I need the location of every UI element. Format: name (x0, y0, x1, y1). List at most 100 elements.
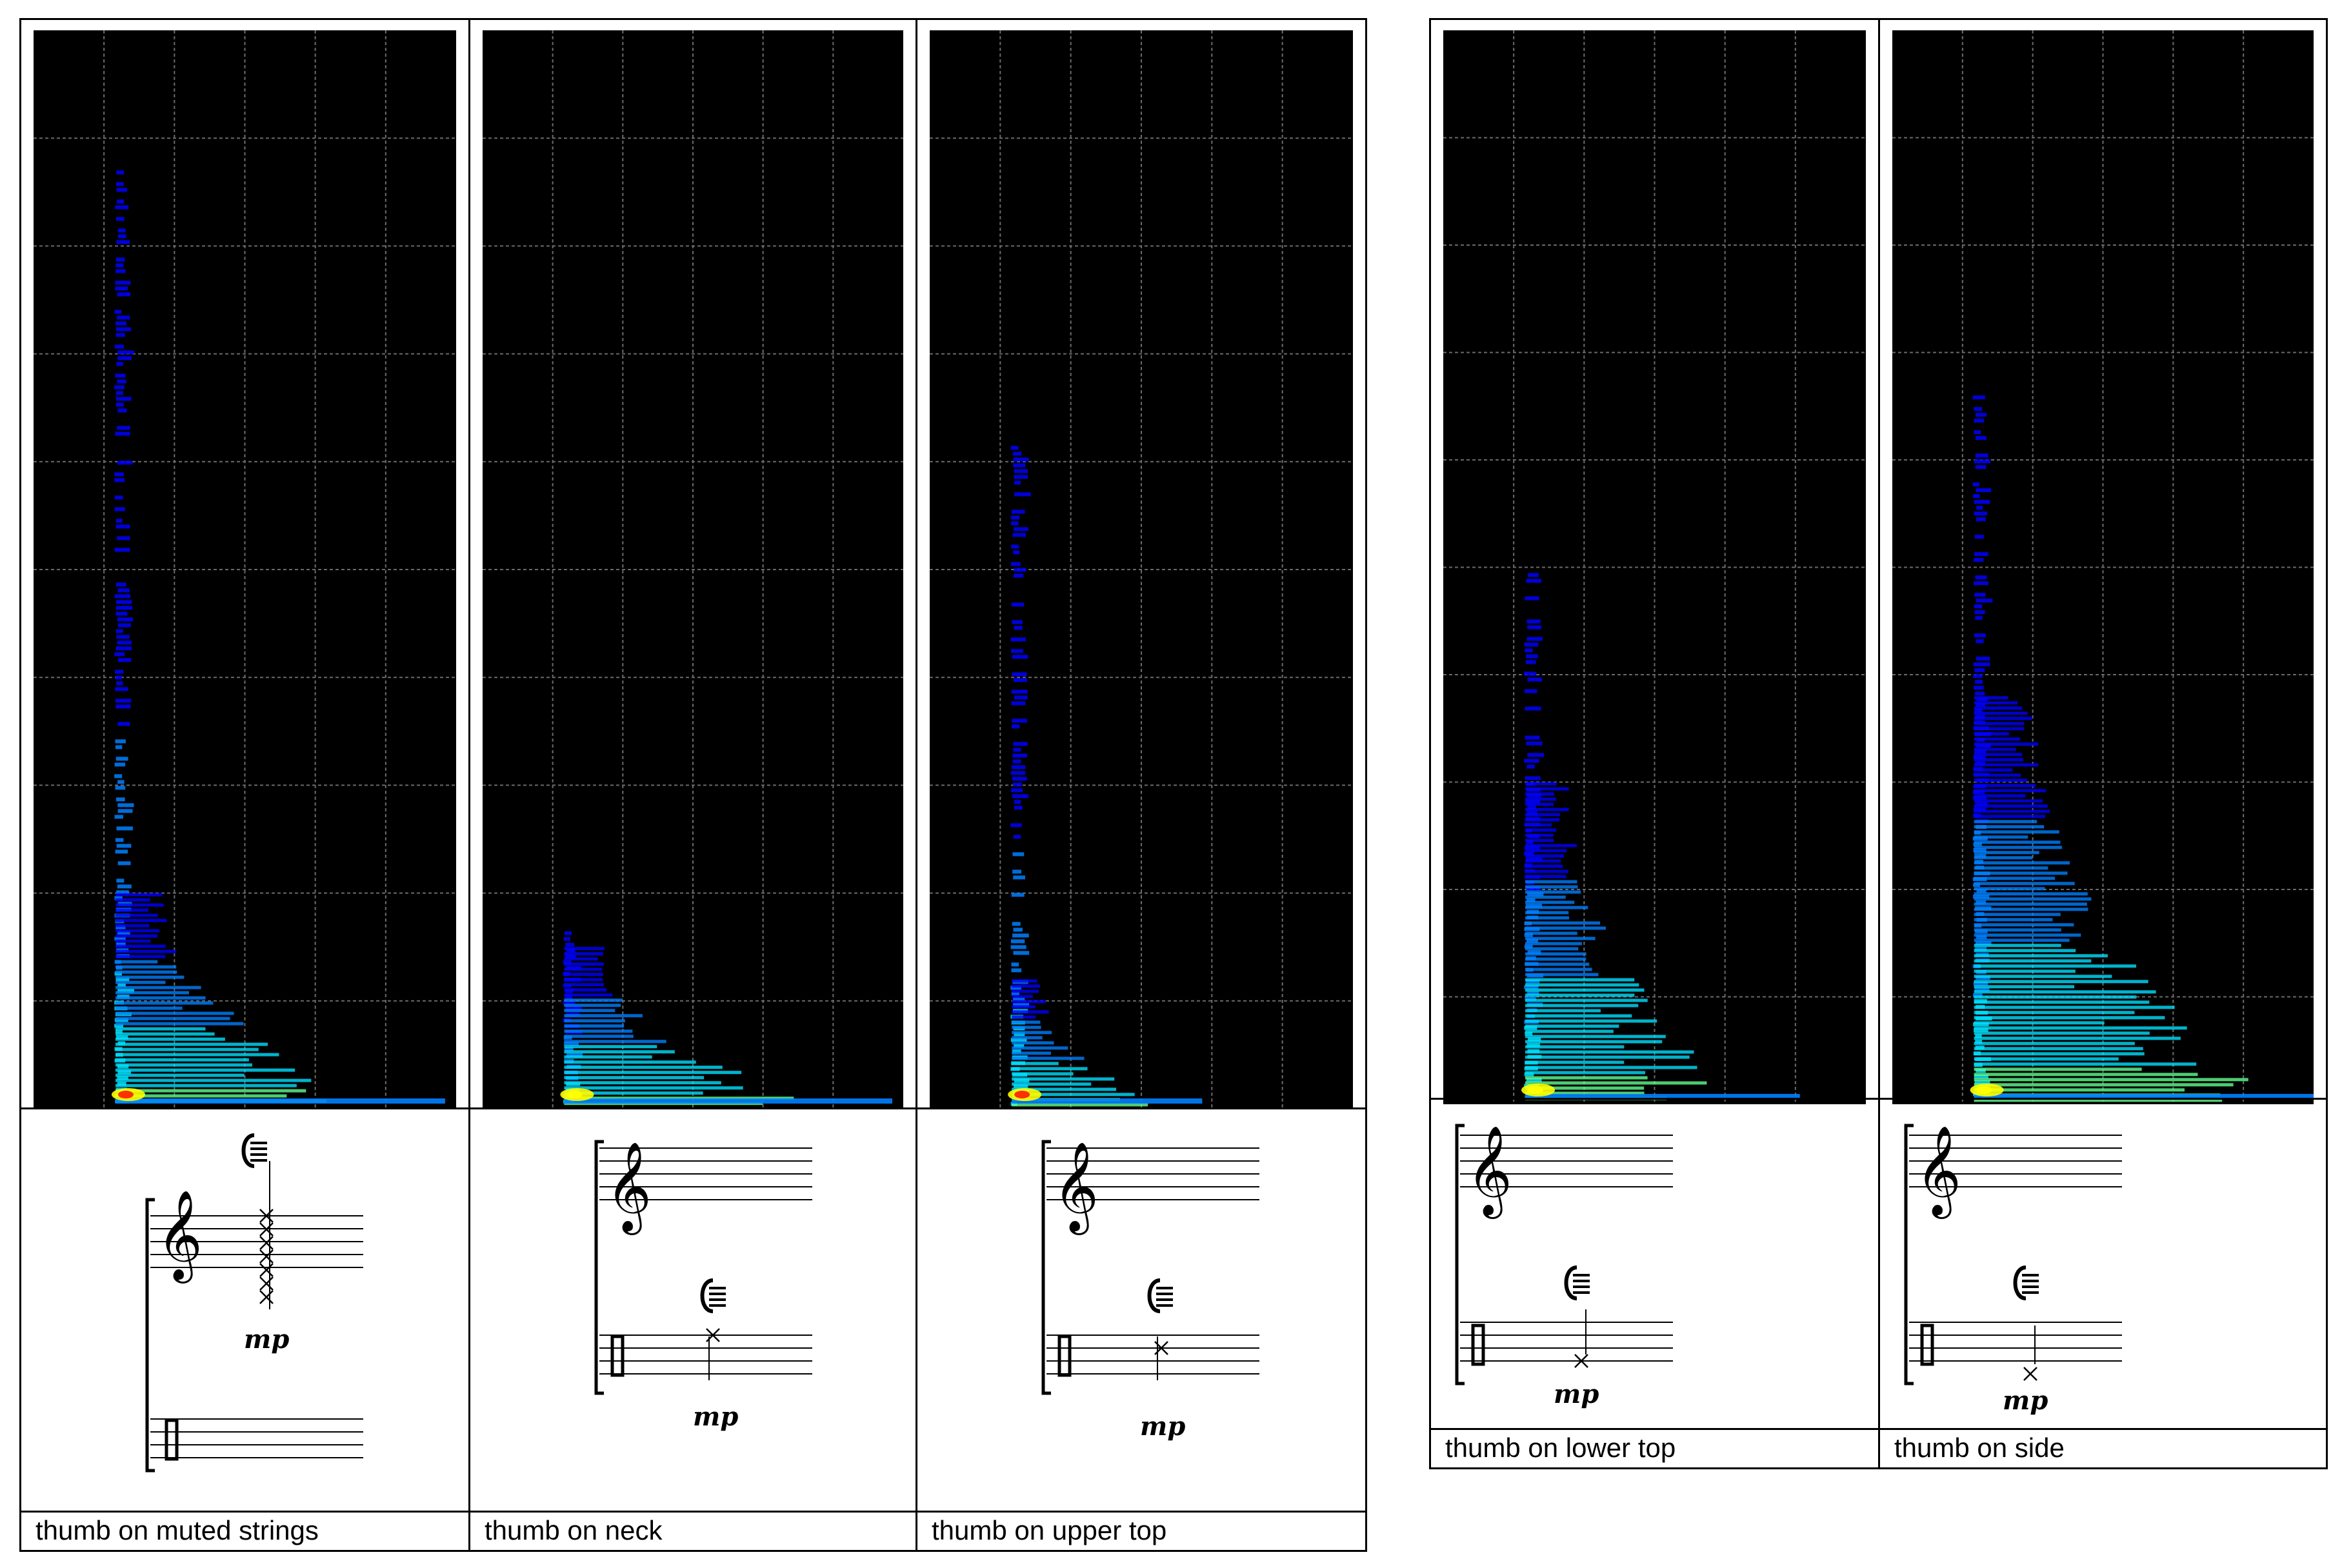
energy-streak (1972, 796, 1987, 800)
x-notehead-icon (259, 1276, 274, 1291)
energy-streak (1525, 828, 1557, 832)
energy-streak (115, 924, 150, 928)
energy-streak (1525, 993, 1635, 997)
energy-streak (1976, 517, 1986, 522)
energy-streak (1972, 395, 1985, 400)
energy-streak (1976, 639, 1984, 644)
energy-streak (564, 1055, 652, 1059)
energy-streak (564, 1086, 743, 1090)
energy-streak (115, 1029, 123, 1034)
energy-streak (1524, 689, 1537, 693)
energy-streak (1974, 552, 1988, 557)
energy-streak (1525, 808, 1569, 811)
dynamic-marking: mp (244, 1324, 289, 1355)
energy-streak (115, 1037, 225, 1041)
thumb-symbol-icon (1564, 1265, 1590, 1300)
energy-streak (115, 1011, 234, 1015)
energy-streak (115, 333, 125, 337)
energy-streak (1011, 724, 1020, 729)
energy-streak (1974, 804, 2048, 808)
energy-streak (1974, 633, 1987, 638)
energy-streak (1014, 527, 1028, 531)
grid (34, 30, 456, 1109)
energy-streak (1012, 852, 1025, 857)
energy-streak (564, 1040, 666, 1044)
energy-streak (564, 952, 603, 956)
energy-streak (1976, 900, 1987, 905)
energy-streak (1527, 573, 1539, 577)
energy-streak (115, 898, 150, 902)
energy-streak (117, 292, 130, 297)
energy-streak (564, 1081, 721, 1085)
energy-streak (1525, 1081, 1707, 1085)
energy-streak (1976, 657, 1990, 661)
system-bracket (594, 1140, 604, 1395)
energy-streak (117, 931, 130, 935)
spectrogram-svg (34, 30, 456, 1109)
energy-streak (1012, 759, 1021, 764)
energy-streak (1974, 753, 2023, 757)
energy-streak (1525, 1086, 1645, 1090)
energy-streak (1525, 1091, 1645, 1095)
energy-streak (115, 1063, 252, 1067)
energy-streak (115, 1022, 244, 1026)
notation-upper-top: 𝄞 mp (917, 1107, 1365, 1515)
energy-streak (563, 960, 572, 964)
energy-streak (1974, 856, 2033, 860)
energy-streak (1974, 938, 2070, 942)
energy-streak (1012, 1010, 1049, 1014)
energy-streak (115, 269, 126, 273)
energy-streak (1974, 1083, 2234, 1087)
energy-peak (566, 1091, 583, 1098)
energy-streak (1974, 1011, 2135, 1015)
energy-streak (1014, 481, 1021, 485)
energy-streak (115, 391, 124, 395)
energy-streak (564, 1024, 625, 1028)
energy-streak (1973, 494, 1980, 499)
energy-streak (114, 1024, 124, 1028)
energy-streak (1012, 979, 1037, 983)
energy-streak (1012, 1000, 1046, 1004)
energy-streak (1014, 475, 1028, 479)
energy-streak (116, 826, 133, 831)
energy-streak (115, 960, 158, 964)
energy-streak (564, 983, 605, 987)
energy-streak (1525, 844, 1577, 848)
energy-streak (116, 681, 123, 686)
energy-streak (1011, 991, 1020, 996)
energy-streak (1012, 719, 1028, 723)
energy-streak (115, 1017, 230, 1020)
energy-streak (115, 704, 131, 709)
energy-streak (1012, 1026, 1041, 1029)
spectrogram-svg (1443, 30, 1866, 1104)
notation-side: 𝄞 mp (1880, 1098, 2326, 1432)
x-notehead-icon (259, 1209, 274, 1223)
energy-streak (565, 995, 572, 999)
notation-muted-strings: 𝄞 mp (21, 1107, 468, 1515)
spectrogram-svg (930, 30, 1353, 1109)
energy-streak (1974, 1078, 2248, 1082)
energy-streak (1012, 1041, 1054, 1045)
energy-streak (1974, 840, 2061, 844)
energy-streak (1974, 990, 2156, 994)
dynamic-marking: mp (1554, 1379, 1599, 1409)
energy-streak (115, 205, 129, 210)
energy-streak (117, 809, 133, 813)
energy-streak (563, 1000, 575, 1005)
energy-streak (1012, 1093, 1135, 1097)
energy-streak (1974, 947, 1987, 951)
spectral-energy (112, 170, 445, 1104)
energy-streak (115, 1078, 312, 1082)
energy-streak (1525, 875, 1566, 878)
energy-streak (115, 611, 128, 616)
energy-streak (117, 356, 132, 361)
energy-streak (1974, 604, 1983, 609)
energy-streak (1973, 558, 1984, 562)
energy-streak (1011, 968, 1022, 973)
energy-streak (1974, 1016, 2165, 1020)
energy-streak (1012, 1077, 1115, 1081)
x-notehead-icon (1154, 1341, 1168, 1355)
energy-streak (115, 977, 130, 982)
energy-streak (1972, 993, 1983, 998)
energy-streak (1974, 861, 2070, 865)
